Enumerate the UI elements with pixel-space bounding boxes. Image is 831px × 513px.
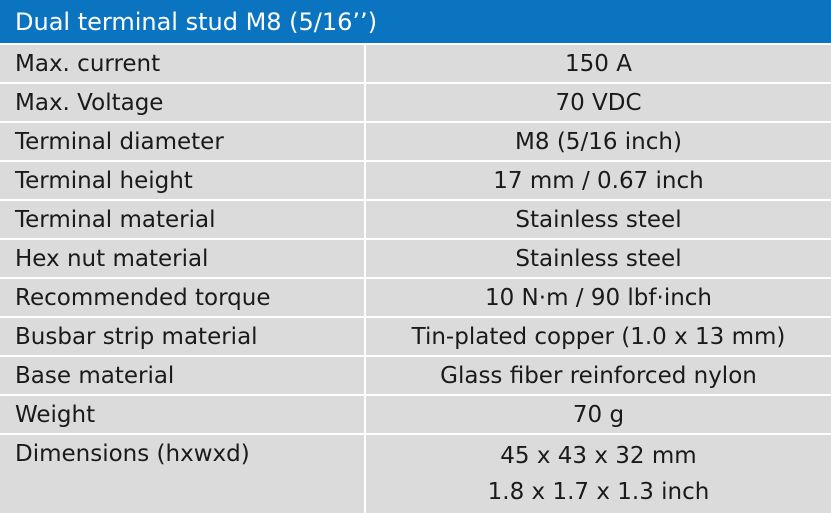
- row-value: 10 N·m / 90 lbf·inch: [366, 279, 831, 318]
- table-row: Recommended torque 10 N·m / 90 lbf·inch: [0, 279, 831, 318]
- table-title: Dual terminal stud M8 (5/16’’): [0, 0, 831, 45]
- table-header-row: Dual terminal stud M8 (5/16’’): [0, 0, 831, 45]
- table-row: Max. current 150 A: [0, 45, 831, 84]
- table-row: Terminal diameter M8 (5/16 inch): [0, 123, 831, 162]
- row-value: M8 (5/16 inch): [366, 123, 831, 162]
- row-label: Busbar strip material: [0, 318, 366, 357]
- table-row: Terminal material Stainless steel: [0, 201, 831, 240]
- row-label: Terminal height: [0, 162, 366, 201]
- row-label: Terminal material: [0, 201, 366, 240]
- row-label: Recommended torque: [0, 279, 366, 318]
- row-value: 70 VDC: [366, 84, 831, 123]
- row-label: Dimensions (hxwxd): [0, 435, 366, 513]
- table-row: Max. Voltage 70 VDC: [0, 84, 831, 123]
- row-value: 150 A: [366, 45, 831, 84]
- row-label: Terminal diameter: [0, 123, 366, 162]
- row-value: Stainless steel: [366, 201, 831, 240]
- table-row: Hex nut material Stainless steel: [0, 240, 831, 279]
- row-label: Base material: [0, 357, 366, 396]
- row-value-line: 45 x 43 x 32 mm: [500, 443, 697, 469]
- row-label: Hex nut material: [0, 240, 366, 279]
- table-row: Base material Glass fiber reinforced nyl…: [0, 357, 831, 396]
- row-value: Stainless steel: [366, 240, 831, 279]
- table-row: Busbar strip material Tin-plated copper …: [0, 318, 831, 357]
- row-label: Max. current: [0, 45, 366, 84]
- table-row: Terminal height 17 mm / 0.67 inch: [0, 162, 831, 201]
- row-value: 70 g: [366, 396, 831, 435]
- row-value: 17 mm / 0.67 inch: [366, 162, 831, 201]
- row-label: Max. Voltage: [0, 84, 366, 123]
- row-label: Weight: [0, 396, 366, 435]
- table-row: Dimensions (hxwxd) 45 x 43 x 32 mm 1.8 x…: [0, 435, 831, 513]
- row-value-line: 1.8 x 1.7 x 1.3 inch: [487, 479, 710, 505]
- row-value: 45 x 43 x 32 mm 1.8 x 1.7 x 1.3 inch: [366, 435, 831, 513]
- row-value: Glass fiber reinforced nylon: [366, 357, 831, 396]
- table-row: Weight 70 g: [0, 396, 831, 435]
- row-value: Tin-plated copper (1.0 x 13 mm): [366, 318, 831, 357]
